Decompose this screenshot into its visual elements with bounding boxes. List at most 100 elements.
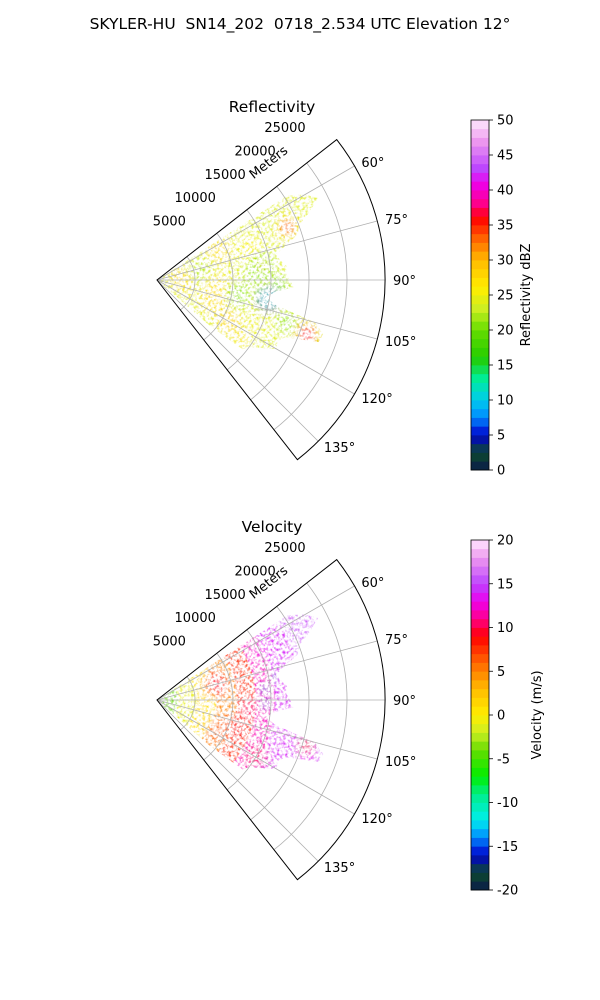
range-tick-label: 20000 [234, 564, 275, 579]
velocity-patch [241, 698, 262, 719]
colorbar-swatch [471, 627, 489, 637]
colorbar-tick-label: 5 [497, 429, 505, 444]
reflectivity-polar-grid [156, 138, 386, 461]
colorbar-swatch [471, 715, 489, 725]
colorbar-swatch [471, 163, 489, 173]
colorbar-swatch [471, 408, 489, 418]
colorbar-swatch [471, 872, 489, 882]
colorbar-swatch [471, 347, 489, 357]
colorbar-swatch [471, 452, 489, 462]
colorbar-swatch [471, 548, 489, 558]
colorbar-swatch [471, 767, 489, 777]
colorbar-swatch [471, 645, 489, 655]
colorbar-swatch [471, 172, 489, 182]
range-ring [203, 232, 234, 341]
azimuth-tick-label: 75° [385, 213, 408, 228]
colorbar-tick-label: -15 [497, 840, 518, 855]
colorbar-swatch [471, 592, 489, 602]
colorbar-swatch [471, 557, 489, 567]
colorbar-swatch [471, 776, 489, 786]
range-ring [250, 186, 310, 401]
colorbar-swatch [471, 610, 489, 620]
colorbar-swatch [471, 846, 489, 856]
azimuth-tick-label: 90° [393, 694, 416, 709]
azimuth-tick-label: 60° [361, 576, 384, 591]
colorbar-tick-label: 20 [497, 324, 514, 339]
colorbar-swatch [471, 146, 489, 156]
colorbar-swatch [471, 426, 489, 436]
colorbar-swatch [471, 216, 489, 226]
colorbar-swatch [471, 697, 489, 707]
colorbar-swatch [471, 277, 489, 287]
range-tick-label: 25000 [264, 121, 305, 136]
colorbar-swatch [471, 863, 489, 873]
range-ring [226, 209, 272, 371]
colorbar-tick-label: 5 [497, 665, 505, 680]
colorbar-swatch [471, 233, 489, 243]
colorbar-swatch [471, 820, 489, 830]
colorbar-tick-label: 35 [497, 219, 514, 234]
azimuth-spoke [156, 220, 378, 281]
colorbar-swatch [471, 443, 489, 453]
colorbar-swatch [471, 251, 489, 261]
colorbar-swatch [471, 540, 489, 550]
colorbar-tick-label: 15 [497, 359, 514, 374]
azimuth-tick-label: 105° [385, 335, 416, 350]
colorbar-swatch [471, 618, 489, 628]
colorbar-tick-label: 20 [497, 534, 514, 549]
colorbar-swatch [471, 181, 489, 191]
colorbar-swatch [471, 741, 489, 751]
reflectivity-panel: Reflectivity 5000 10000 15000 20000 2500… [153, 98, 534, 479]
range-tick-label: 5000 [153, 215, 186, 230]
range-ring [203, 652, 234, 761]
azimuth-spoke [156, 165, 355, 281]
range-ring [250, 606, 310, 821]
colorbar-swatch [471, 758, 489, 768]
echo-patch [227, 282, 252, 307]
colorbar-swatch [471, 802, 489, 812]
colorbar-swatch [471, 391, 489, 401]
colorbar-swatch [471, 400, 489, 410]
range-ring [273, 582, 348, 851]
velocity-title: Velocity [242, 518, 303, 536]
range-ring [180, 676, 196, 731]
echo-cell-core [281, 221, 294, 234]
velocity-range-labels: 5000 10000 15000 20000 25000 [153, 541, 306, 650]
velocity-colorbar [470, 539, 493, 891]
echo-patch [177, 278, 196, 297]
colorbar-swatch [471, 653, 489, 663]
colorbar-swatch [471, 566, 489, 576]
azimuth-spoke [156, 640, 378, 701]
range-tick-label: 25000 [264, 541, 305, 556]
reflectivity-title: Reflectivity [229, 98, 316, 116]
azimuth-tick-label: 120° [361, 812, 392, 827]
velocity-colorbar-ticks: -20 -15 -10 -5 0 5 10 15 20 [497, 534, 518, 899]
echo-cell-core [256, 259, 269, 272]
colorbar-swatch [471, 190, 489, 200]
colorbar-swatch [471, 198, 489, 208]
figure-title: SKYLER-HU SN14_202 0718_2.534 UTC Elevat… [89, 15, 511, 33]
range-ring [180, 256, 196, 311]
colorbar-swatch [471, 137, 489, 147]
azimuth-tick-label: 75° [385, 633, 408, 648]
colorbar-swatch [471, 373, 489, 383]
velocity-band [206, 639, 256, 770]
colorbar-swatch [471, 330, 489, 340]
colorbar-swatch [471, 706, 489, 716]
colorbar-swatch [471, 312, 489, 322]
echo-cell-core [301, 328, 313, 341]
colorbar-swatch [471, 242, 489, 252]
colorbar-swatch [471, 671, 489, 681]
colorbar-swatch [471, 583, 489, 593]
colorbar-tick-label: 0 [497, 464, 505, 479]
colorbar-swatch [471, 417, 489, 427]
colorbar-swatch [471, 155, 489, 165]
azimuth-tick-label: 105° [385, 755, 416, 770]
reflectivity-colorbar [470, 119, 493, 471]
colorbar-swatch [471, 356, 489, 366]
colorbar-swatch [471, 732, 489, 742]
colorbar-swatch [471, 321, 489, 331]
colorbar-swatch [471, 128, 489, 138]
colorbar-tick-label: 10 [497, 621, 514, 636]
